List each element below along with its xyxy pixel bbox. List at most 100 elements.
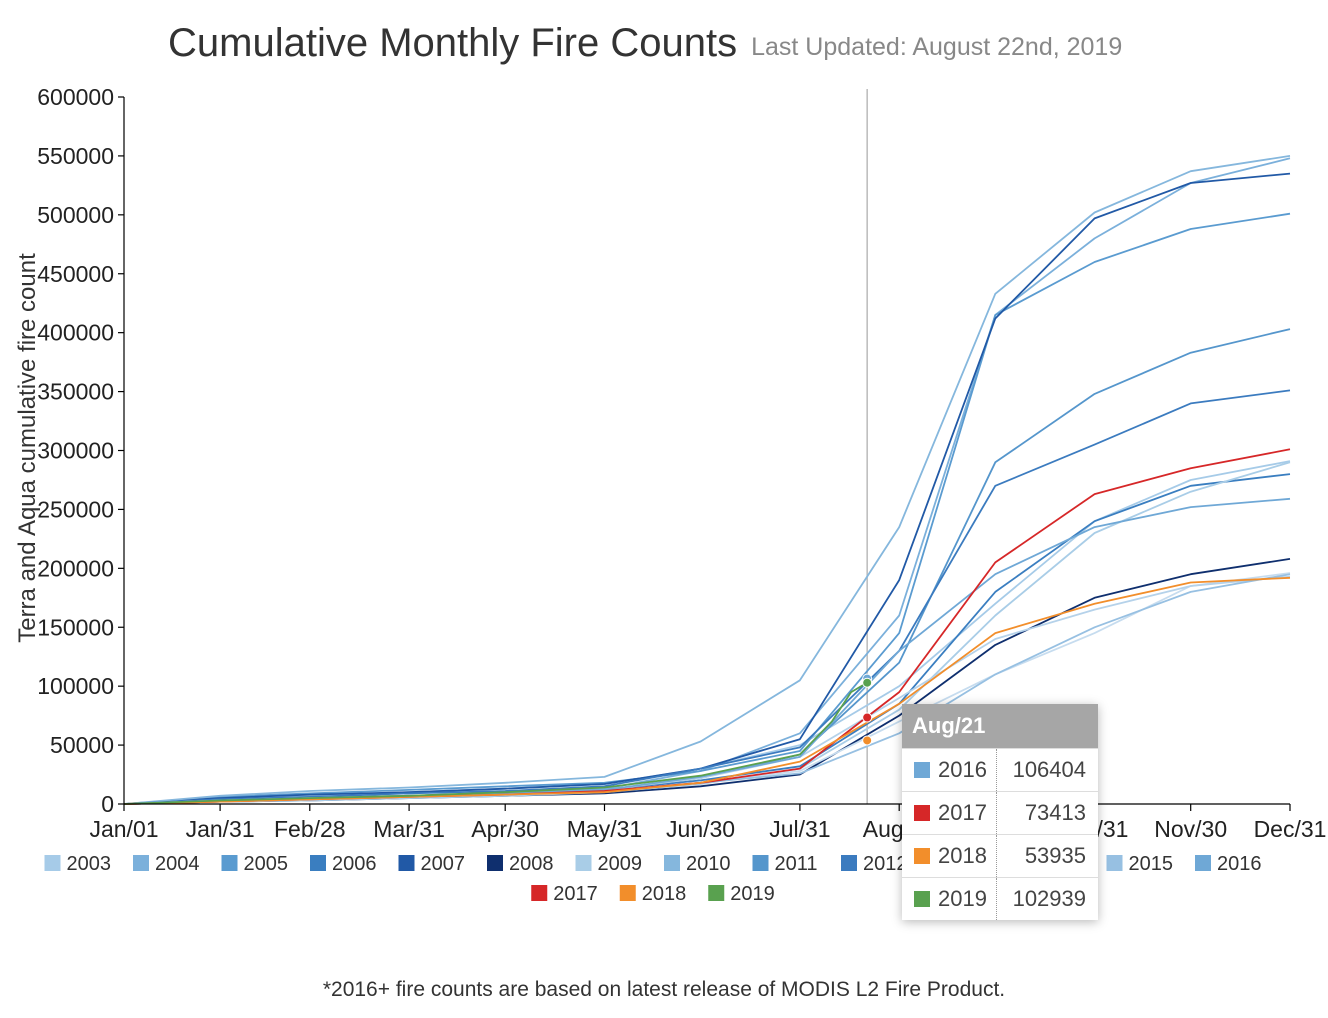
y-tick-label: 250000: [37, 496, 114, 522]
legend-label: 2012: [863, 853, 908, 875]
legend: 2003 2004 2005 2006 2007 2008 2009 2010 2011 2012…: [44, 853, 1262, 905]
y-tick-label: 150000: [37, 614, 114, 640]
tooltip-row-2019: 2019 102939: [902, 877, 1098, 920]
series-line-2011[interactable]: [123, 328, 1291, 805]
legend-label: 2010: [686, 853, 731, 875]
series-line-2010[interactable]: [123, 155, 1291, 805]
legend-swatch: [1195, 855, 1211, 871]
legend-swatch: [531, 885, 548, 901]
legend-swatch: [487, 855, 503, 871]
legend-label: 2004: [155, 853, 200, 875]
legend-label: 2019: [730, 883, 775, 905]
x-tick-label: May/31: [567, 816, 642, 842]
tooltip-series-name: 2018: [938, 835, 997, 877]
tooltip-title: Aug/21: [902, 704, 1098, 748]
tooltip-series-name: 2017: [938, 792, 997, 834]
legend-swatch: [133, 855, 149, 871]
hover-point-2019: [862, 677, 873, 688]
chart-subtitle: Last Updated: August 22nd, 2019: [751, 33, 1122, 61]
tooltip-series-value: 102939: [1012, 886, 1086, 911]
series-lines: [123, 155, 1291, 805]
x-tick-label: Jan/31: [186, 816, 255, 842]
legend-swatch: [752, 855, 769, 871]
y-tick-label: 400000: [37, 320, 114, 346]
legend-label: 2015: [1129, 853, 1174, 875]
legend-swatch: [841, 855, 857, 871]
tooltip-series-name: 2019: [938, 878, 997, 920]
legend-swatch: [575, 855, 592, 871]
chart-title: Cumulative Monthly Fire Counts: [168, 21, 737, 65]
hover-point-2017: [862, 712, 873, 723]
y-tick-label: 50000: [50, 732, 114, 758]
legend-item-2008[interactable]: 2008: [487, 853, 554, 875]
tooltip-series-name: 2016: [938, 749, 997, 791]
legend-label: 2008: [509, 853, 554, 875]
series-line-2003[interactable]: [123, 460, 1291, 805]
legend-label: 2006: [332, 853, 377, 875]
legend-label: 2016: [1217, 853, 1262, 875]
y-tick-label: 300000: [37, 438, 114, 464]
legend-swatch: [708, 885, 725, 901]
x-tick-label: Mar/31: [373, 816, 445, 842]
tooltip-swatch: [914, 891, 930, 907]
y-tick-label: 450000: [37, 261, 114, 287]
legend-item-2005[interactable]: 2005: [221, 853, 289, 875]
x-tick-label: Apr/30: [471, 816, 539, 842]
legend-swatch: [619, 885, 636, 901]
legend-label: 2011: [775, 853, 818, 875]
series-line-2009[interactable]: [123, 461, 1291, 805]
legend-item-2015[interactable]: 2015: [1106, 853, 1174, 875]
legend-swatch: [310, 855, 326, 871]
y-tick-label: 550000: [37, 143, 114, 169]
axes: 0 50000 100000 150000 200000 250000 300000 3500…: [37, 84, 1326, 842]
legend-label: 2003: [67, 853, 112, 875]
series-line-2019[interactable]: [123, 681, 868, 805]
legend-label: 2018: [642, 883, 687, 905]
y-tick-label: 500000: [37, 202, 114, 228]
x-tick-label: Nov/30: [1154, 816, 1227, 842]
series-line-2016[interactable]: [123, 497, 1291, 805]
x-tick-label: Dec/31: [1254, 816, 1327, 842]
x-tick-label: Jun/30: [666, 816, 735, 842]
legend-swatch: [221, 855, 238, 871]
series-line-2018[interactable]: [123, 576, 1291, 805]
hover-tooltip: Aug/21 2016 106404 2017 73413 2018 53935…: [902, 704, 1098, 920]
y-axis-label: Terra and Aqua cumulative fire count: [14, 253, 41, 643]
tooltip-swatch: [914, 848, 930, 864]
tooltip-series-value: 73413: [1024, 800, 1086, 825]
legend-label: 2017: [553, 883, 598, 905]
legend-item-2012[interactable]: 2012: [841, 853, 908, 875]
x-tick-label: Jan/01: [89, 816, 158, 842]
legend-item-2010[interactable]: 2010: [664, 853, 731, 875]
tooltip-row-2018: 2018 53935: [902, 834, 1098, 877]
legend-swatch: [44, 855, 61, 871]
series-line-2017[interactable]: [123, 448, 1291, 805]
series-line-2012[interactable]: [123, 389, 1291, 805]
legend-item-2007[interactable]: 2007: [398, 853, 466, 875]
y-tick-label: 350000: [37, 379, 114, 405]
footnote: *2016+ fire counts are based on latest r…: [322, 978, 1006, 1001]
legend-label: 2005: [244, 853, 289, 875]
legend-item-2011[interactable]: 2011: [752, 853, 818, 875]
tooltip-swatch: [914, 805, 930, 821]
legend-label: 2007: [421, 853, 466, 875]
legend-item-2006[interactable]: 2006: [310, 853, 377, 875]
tooltip-swatch: [914, 762, 930, 778]
legend-item-2019[interactable]: 2019: [708, 883, 775, 905]
legend-item-2016[interactable]: 2016: [1195, 853, 1262, 875]
legend-item-2017[interactable]: 2017: [531, 883, 598, 905]
tooltip-series-value: 106404: [1012, 757, 1086, 782]
tooltip-row-2016: 2016 106404: [902, 748, 1098, 791]
legend-item-2009[interactable]: 2009: [575, 853, 643, 875]
legend-item-2004[interactable]: 2004: [133, 853, 200, 875]
legend-item-2003[interactable]: 2003: [44, 853, 112, 875]
legend-swatch: [1106, 855, 1123, 871]
legend-label: 2009: [598, 853, 643, 875]
hover-point-2018: [862, 735, 873, 746]
tooltip-row-2017: 2017 73413: [902, 791, 1098, 834]
series-line-2005[interactable]: [123, 212, 1291, 805]
legend-item-2018[interactable]: 2018: [619, 883, 687, 905]
y-tick-label: 600000: [37, 84, 114, 110]
y-tick-label: 0: [101, 791, 114, 817]
